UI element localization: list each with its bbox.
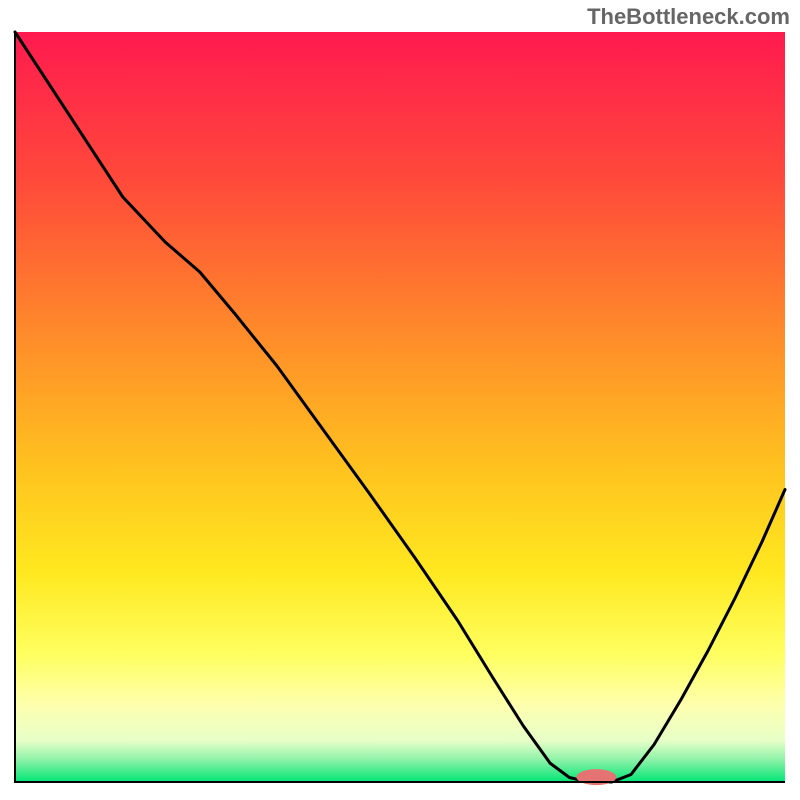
gradient-background bbox=[15, 32, 785, 782]
chart-container: TheBottleneck.com bbox=[0, 0, 800, 800]
bottleneck-chart bbox=[0, 0, 800, 800]
watermark-text: TheBottleneck.com bbox=[587, 4, 790, 30]
